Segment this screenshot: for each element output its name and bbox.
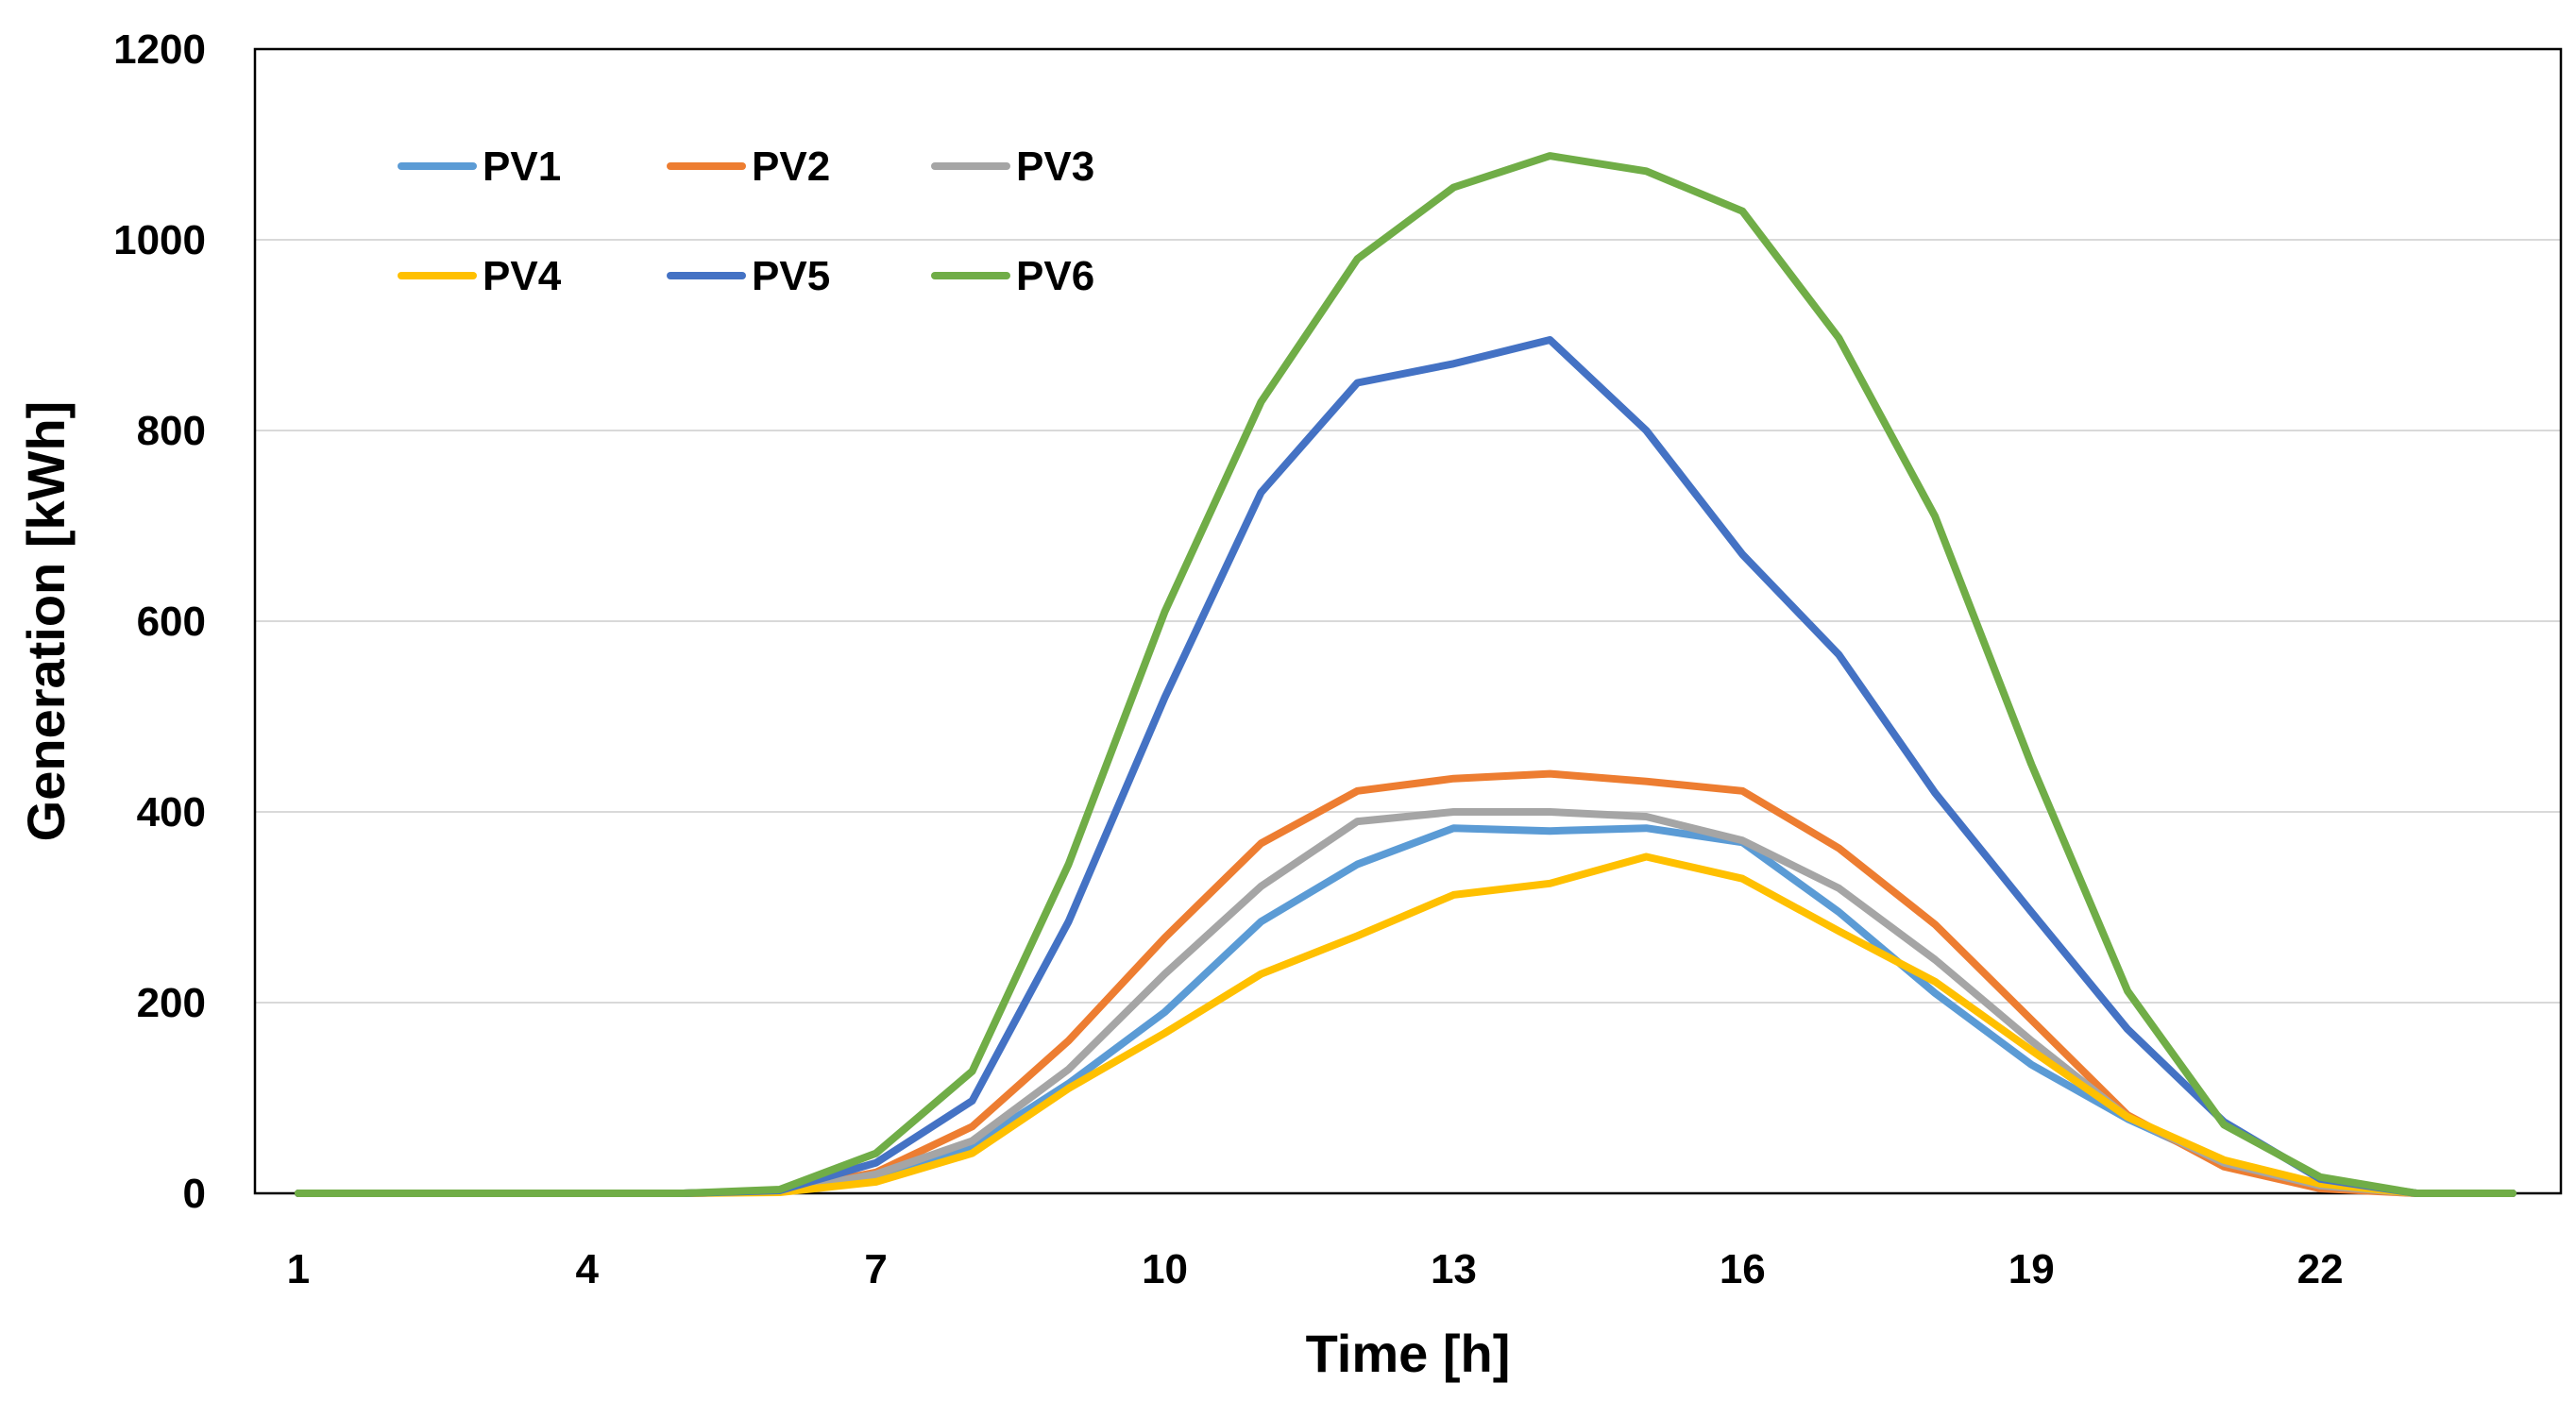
legend: PV1 PV2 PV3 PV4 PV5 PV6 — [398, 143, 1094, 299]
x-tick-label: 22 — [2297, 1246, 2344, 1292]
series-line-pv4 — [294, 852, 2517, 1197]
x-tick-label: 19 — [2008, 1246, 2055, 1292]
legend-label-pv4: PV4 — [483, 253, 562, 299]
gridlines — [255, 239, 2561, 1004]
y-tick-label: 1200 — [113, 26, 206, 73]
y-tick-label: 0 — [183, 1171, 206, 1217]
y-tick-label: 200 — [137, 980, 206, 1026]
y-axis-ticks: 0 200 400 600 800 1000 1200 — [113, 26, 206, 1217]
x-tick-label: 1 — [287, 1246, 310, 1292]
y-axis-title: Generation [kWh] — [16, 401, 76, 842]
y-tick-label: 800 — [137, 408, 206, 454]
series-group — [294, 152, 2517, 1197]
x-tick-label: 10 — [1142, 1246, 1188, 1292]
series-line-pv6 — [294, 152, 2517, 1197]
y-tick-label: 600 — [137, 599, 206, 645]
legend-label-pv5: PV5 — [752, 253, 830, 299]
legend-label-pv2: PV2 — [752, 143, 830, 190]
x-tick-label: 13 — [1431, 1246, 1477, 1292]
x-tick-label: 4 — [576, 1246, 600, 1292]
y-tick-label: 400 — [137, 789, 206, 836]
x-axis-title: Time [h] — [1306, 1324, 1511, 1383]
legend-label-pv3: PV3 — [1016, 143, 1094, 190]
x-tick-label: 16 — [1720, 1246, 1766, 1292]
x-axis-ticks: 1 4 7 10 13 16 19 22 — [287, 1246, 2344, 1292]
x-tick-label: 7 — [864, 1246, 887, 1292]
series-line-pv2 — [294, 769, 2517, 1197]
legend-label-pv6: PV6 — [1016, 253, 1094, 299]
y-tick-label: 1000 — [113, 217, 206, 263]
plot-area-frame — [253, 47, 2563, 1195]
legend-label-pv1: PV1 — [483, 143, 561, 190]
